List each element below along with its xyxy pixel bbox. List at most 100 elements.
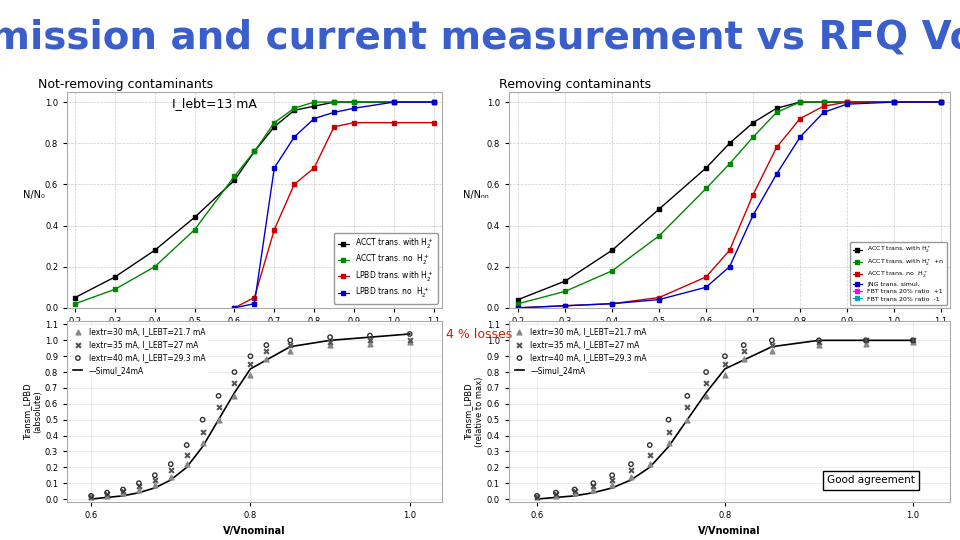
lextr=35 mA, I_LEBT=27 mA — [905, 336, 921, 345]
—Simul_24mA — [101, 494, 112, 501]
lextr=35 mA, I_LEBT=27 mA — [811, 338, 827, 346]
—Simul_24mA — [644, 464, 656, 470]
—Simul_24mA — [404, 331, 416, 338]
lextr=35 mA, I_LEBT=27 mA — [736, 347, 752, 356]
—Simul_24mA — [813, 337, 825, 343]
lextr=40 mA, I_LEBT=29.3 mA — [179, 441, 194, 449]
Line: —Simul_24mA: —Simul_24mA — [537, 340, 913, 499]
lextr=35 mA, I_LEBT=27 mA — [84, 493, 99, 502]
—Simul_24mA — [133, 489, 145, 496]
Y-axis label: Transm_LPBD
(absolute): Transm_LPBD (absolute) — [23, 383, 42, 440]
lextr=35 mA, I_LEBT=27 mA — [362, 336, 377, 345]
—Simul_24mA — [165, 477, 177, 483]
lextr=40 mA, I_LEBT=29.3 mA — [529, 491, 544, 500]
Y-axis label: N/Nₙₙ: N/Nₙₙ — [463, 190, 489, 200]
lextr=35 mA, I_LEBT=27 mA — [211, 403, 227, 411]
—Simul_24mA — [228, 389, 240, 396]
—Simul_24mA — [550, 494, 562, 501]
lextr=40 mA, I_LEBT=29.3 mA — [642, 441, 658, 449]
lextr=40 mA, I_LEBT=29.3 mA — [362, 331, 377, 340]
lextr=40 mA, I_LEBT=29.3 mA — [323, 333, 338, 341]
Line: —Simul_24mA: —Simul_24mA — [91, 334, 410, 499]
lextr=40 mA, I_LEBT=29.3 mA — [905, 336, 921, 345]
lextr=35 mA, I_LEBT=27 mA — [529, 493, 544, 502]
—Simul_24mA — [324, 337, 336, 343]
lextr=40 mA, I_LEBT=29.3 mA — [282, 336, 298, 345]
lextr=35 mA, I_LEBT=27 mA — [764, 341, 780, 349]
lextr=35 mA, I_LEBT=27 mA — [227, 379, 242, 388]
lextr=30 mA, I_LEBT=21.7 mA — [811, 341, 827, 349]
lextr=30 mA, I_LEBT=21.7 mA — [605, 481, 620, 489]
lextr=35 mA, I_LEBT=27 mA — [132, 482, 147, 491]
lextr=35 mA, I_LEBT=27 mA — [195, 428, 210, 437]
lextr=30 mA, I_LEBT=21.7 mA — [323, 341, 338, 349]
X-axis label: V/Vnominal: V/Vnominal — [223, 526, 286, 536]
—Simul_24mA — [197, 443, 208, 450]
lextr=40 mA, I_LEBT=29.3 mA — [811, 336, 827, 345]
lextr=30 mA, I_LEBT=21.7 mA — [642, 460, 658, 468]
lextr=40 mA, I_LEBT=29.3 mA — [84, 491, 99, 500]
Text: Removing contaminants: Removing contaminants — [499, 78, 651, 91]
—Simul_24mA — [662, 443, 674, 450]
Legend: lextr=30 mA, I_LEBT=21.7 mA, lextr=35 mA, I_LEBT=27 mA, lextr=40 mA, I_LEBT=29.3: lextr=30 mA, I_LEBT=21.7 mA, lextr=35 mA… — [513, 325, 649, 377]
lextr=35 mA, I_LEBT=27 mA — [115, 487, 131, 495]
lextr=40 mA, I_LEBT=29.3 mA — [623, 460, 638, 468]
lextr=30 mA, I_LEBT=21.7 mA — [115, 488, 131, 497]
lextr=35 mA, I_LEBT=27 mA — [243, 360, 258, 368]
Legend: ACCT trans. with H$_2^+$, ACCT trans. no  H$_2^+$, LPBD trans. with H$_2^+$, LPB: ACCT trans. with H$_2^+$, ACCT trans. no… — [334, 233, 438, 304]
lextr=35 mA, I_LEBT=27 mA — [163, 466, 179, 475]
lextr=30 mA, I_LEBT=21.7 mA — [282, 347, 298, 356]
lextr=40 mA, I_LEBT=29.3 mA — [605, 471, 620, 480]
—Simul_24mA — [245, 366, 256, 372]
Legend: lextr=30 mA, I_LEBT=21.7 mA, lextr=35 mA, I_LEBT=27 mA, lextr=40 mA, I_LEBT=29.3: lextr=30 mA, I_LEBT=21.7 mA, lextr=35 mA… — [71, 325, 207, 377]
X-axis label: V/Vnominal: V/Vnominal — [698, 526, 761, 536]
lextr=35 mA, I_LEBT=27 mA — [567, 487, 583, 495]
lextr=35 mA, I_LEBT=27 mA — [323, 338, 338, 346]
lextr=40 mA, I_LEBT=29.3 mA — [211, 392, 227, 400]
lextr=40 mA, I_LEBT=29.3 mA — [736, 341, 752, 349]
lextr=40 mA, I_LEBT=29.3 mA — [699, 368, 714, 376]
lextr=30 mA, I_LEBT=21.7 mA — [660, 439, 676, 448]
lextr=30 mA, I_LEBT=21.7 mA — [179, 460, 194, 468]
lextr=35 mA, I_LEBT=27 mA — [282, 341, 298, 349]
lextr=40 mA, I_LEBT=29.3 mA — [163, 460, 179, 468]
—Simul_24mA — [117, 492, 129, 499]
lextr=30 mA, I_LEBT=21.7 mA — [699, 392, 714, 400]
lextr=40 mA, I_LEBT=29.3 mA — [147, 471, 162, 480]
—Simul_24mA — [364, 334, 375, 340]
lextr=30 mA, I_LEBT=21.7 mA — [195, 439, 210, 448]
lextr=40 mA, I_LEBT=29.3 mA — [227, 368, 242, 376]
lextr=35 mA, I_LEBT=27 mA — [548, 490, 564, 498]
Y-axis label: N/N₀: N/N₀ — [23, 190, 45, 200]
Text: From Enrico Fagotti paper at LINAC2018: From Enrico Fagotti paper at LINAC2018 — [573, 522, 809, 535]
lextr=35 mA, I_LEBT=27 mA — [258, 347, 274, 356]
lextr=40 mA, I_LEBT=29.3 mA — [660, 415, 676, 424]
—Simul_24mA — [682, 416, 693, 423]
lextr=40 mA, I_LEBT=29.3 mA — [115, 485, 131, 494]
—Simul_24mA — [860, 337, 872, 343]
—Simul_24mA — [85, 496, 97, 502]
lextr=30 mA, I_LEBT=21.7 mA — [84, 493, 99, 502]
—Simul_24mA — [766, 343, 778, 350]
Y-axis label: Transm_LPBD
(relative to max): Transm_LPBD (relative to max) — [465, 376, 484, 447]
lextr=40 mA, I_LEBT=29.3 mA — [567, 485, 583, 494]
X-axis label: V/Vₙₙ: V/Vₙₙ — [717, 332, 742, 341]
lextr=35 mA, I_LEBT=27 mA — [402, 336, 418, 345]
lextr=40 mA, I_LEBT=29.3 mA — [717, 352, 732, 361]
Text: Transmission and current measurement vs RFQ Voltage: Transmission and current measurement vs … — [0, 19, 960, 57]
lextr=35 mA, I_LEBT=27 mA — [660, 428, 676, 437]
lextr=35 mA, I_LEBT=27 mA — [623, 466, 638, 475]
Text: 4 % losses: 4 % losses — [446, 328, 513, 341]
lextr=35 mA, I_LEBT=27 mA — [179, 450, 194, 459]
lextr=40 mA, I_LEBT=29.3 mA — [99, 488, 114, 497]
lextr=35 mA, I_LEBT=27 mA — [147, 476, 162, 484]
lextr=40 mA, I_LEBT=29.3 mA — [132, 479, 147, 488]
lextr=30 mA, I_LEBT=21.7 mA — [717, 371, 732, 380]
lextr=35 mA, I_LEBT=27 mA — [99, 490, 114, 498]
lextr=40 mA, I_LEBT=29.3 mA — [195, 415, 210, 424]
lextr=35 mA, I_LEBT=27 mA — [699, 379, 714, 388]
lextr=30 mA, I_LEBT=21.7 mA — [132, 485, 147, 494]
lextr=30 mA, I_LEBT=21.7 mA — [99, 491, 114, 500]
lextr=40 mA, I_LEBT=29.3 mA — [548, 488, 564, 497]
lextr=30 mA, I_LEBT=21.7 mA — [680, 415, 695, 424]
